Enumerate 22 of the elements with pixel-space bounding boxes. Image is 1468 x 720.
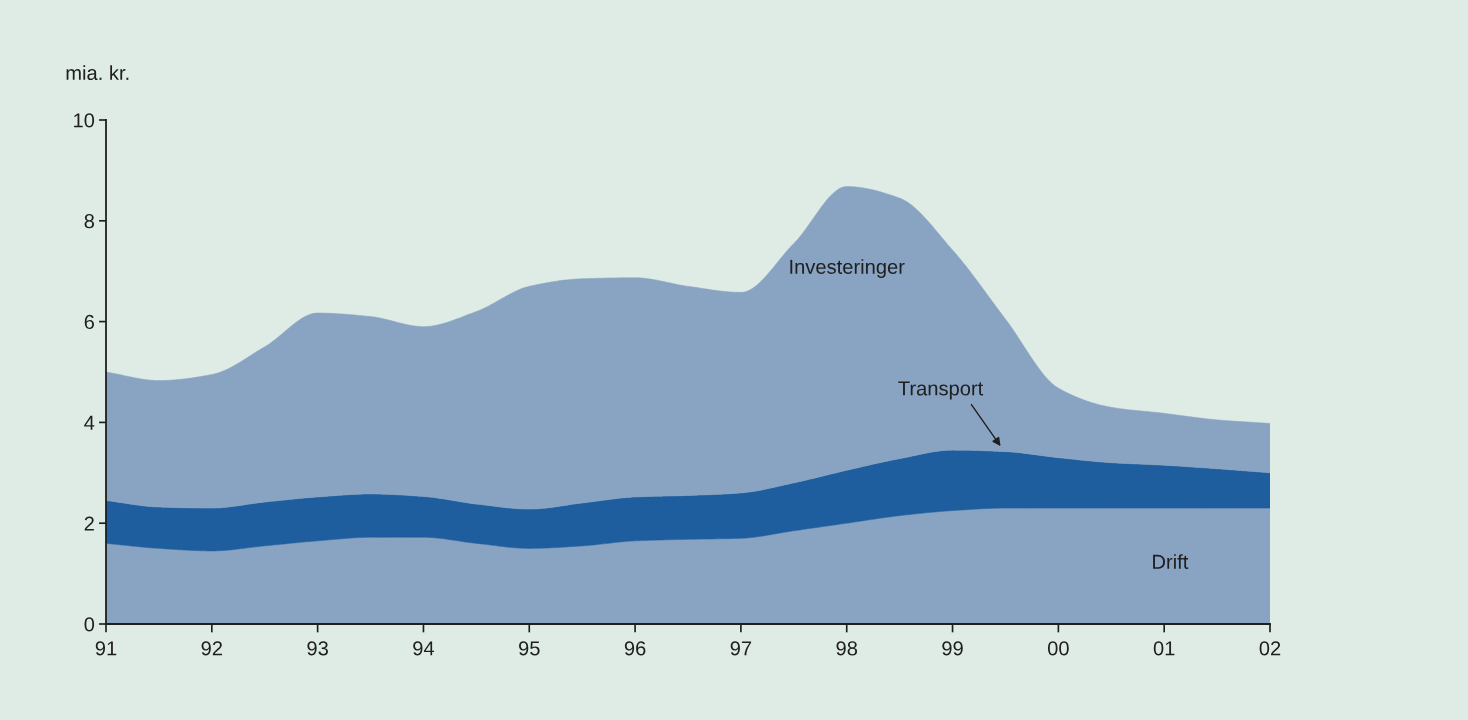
y-tick-label: 4 bbox=[84, 415, 95, 430]
x-tick-label: 02 bbox=[1259, 641, 1281, 656]
x-tick-label: 94 bbox=[413, 641, 435, 656]
x-tick-label: 99 bbox=[942, 641, 963, 656]
text: Transport bbox=[898, 381, 984, 400]
x-tick-label: 91 bbox=[95, 641, 117, 656]
y-tick-label: 2 bbox=[84, 516, 94, 531]
x-tick-label: 96 bbox=[624, 641, 646, 656]
x-tick-label: 95 bbox=[519, 641, 540, 656]
x-tick-label: 00 bbox=[1047, 641, 1069, 656]
y-axis-title: mia. kr. bbox=[66, 65, 129, 81]
x-tick-label: 01 bbox=[1153, 641, 1175, 656]
y-tick-label: 0 bbox=[84, 617, 95, 632]
x-tick-label: 93 bbox=[307, 641, 328, 656]
series-label: Investeringer bbox=[790, 259, 905, 278]
x-tick-label: 97 bbox=[730, 641, 752, 656]
x-tick-label: 92 bbox=[201, 641, 223, 656]
y-tick-label: 6 bbox=[84, 314, 94, 330]
x-tick-label: 98 bbox=[836, 641, 858, 656]
y-tick-label: 10 bbox=[74, 113, 95, 128]
y-tick-label: 8 bbox=[84, 214, 95, 229]
series-label: Drift bbox=[1153, 554, 1189, 569]
